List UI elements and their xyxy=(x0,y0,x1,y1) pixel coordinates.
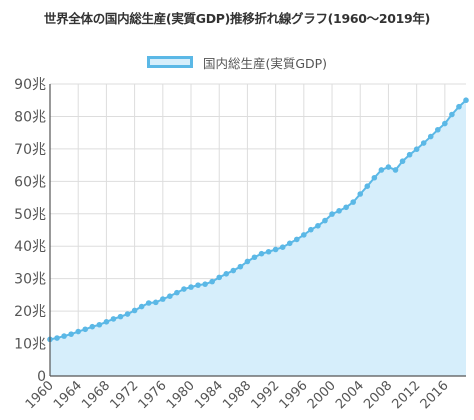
y-tick-label: 10兆 xyxy=(14,337,46,353)
data-point xyxy=(399,158,406,165)
data-point xyxy=(442,120,448,127)
data-point xyxy=(364,183,371,189)
y-tick-label: 50兆 xyxy=(14,207,46,223)
x-tick-label: 1988 xyxy=(220,378,254,412)
y-tick-label: 90兆 xyxy=(14,77,46,93)
data-point xyxy=(145,300,152,306)
data-point xyxy=(174,289,180,296)
data-point xyxy=(427,133,434,140)
x-tick-label: 1964 xyxy=(51,378,85,412)
data-point xyxy=(449,111,455,118)
data-point xyxy=(343,204,349,211)
data-point xyxy=(258,250,265,257)
data-point xyxy=(89,323,96,330)
data-point xyxy=(202,281,208,287)
x-tick-label: 1992 xyxy=(248,378,282,412)
data-point xyxy=(301,232,307,238)
data-point xyxy=(117,313,124,320)
x-tick-label: 1976 xyxy=(136,378,170,412)
data-point xyxy=(315,222,321,229)
x-tick-label: 2000 xyxy=(305,378,339,412)
data-point xyxy=(167,293,173,299)
data-point xyxy=(244,258,251,265)
data-point xyxy=(420,140,427,146)
y-tick-label: 40兆 xyxy=(14,239,46,255)
legend[interactable]: 国内総生産(実質GDP) xyxy=(0,52,474,72)
data-point xyxy=(378,167,385,173)
data-point xyxy=(138,303,145,310)
data-point xyxy=(286,240,293,247)
data-point xyxy=(223,271,230,277)
x-tick-label: 1996 xyxy=(277,378,311,412)
y-tick-label: 20兆 xyxy=(14,304,46,320)
chart-title: 世界全体の国内総生産(実質GDP)推移折れ線グラフ(1960～2019年) xyxy=(43,11,431,26)
x-tick-label: 1984 xyxy=(192,378,226,412)
data-point xyxy=(322,217,328,224)
legend-swatch xyxy=(146,56,193,68)
data-point xyxy=(181,286,187,292)
y-tick-label: 0 xyxy=(37,369,46,385)
data-point xyxy=(216,274,223,281)
legend-label: 国内総生産(実質GDP) xyxy=(202,55,328,71)
data-point xyxy=(230,267,237,274)
data-point xyxy=(371,174,378,181)
x-tick-label: 1972 xyxy=(107,378,141,412)
data-point xyxy=(152,299,159,306)
data-point xyxy=(463,97,469,104)
data-point xyxy=(96,321,103,328)
data-point xyxy=(237,263,244,270)
data-point xyxy=(385,164,392,170)
data-point xyxy=(272,246,279,253)
data-point xyxy=(392,167,399,173)
x-tick-label: 1968 xyxy=(79,378,113,412)
data-point xyxy=(103,319,110,325)
data-point xyxy=(195,282,201,288)
y-tick-label: 30兆 xyxy=(14,272,46,288)
x-tick-label: 2016 xyxy=(418,378,452,412)
y-tick-label: 70兆 xyxy=(14,142,46,158)
x-tick-label: 1960 xyxy=(23,378,57,412)
x-tick-label: 2012 xyxy=(389,378,423,412)
data-point xyxy=(329,211,335,217)
data-point xyxy=(82,326,89,333)
data-point xyxy=(350,199,356,205)
data-point xyxy=(435,126,441,133)
x-tick-label: 1980 xyxy=(164,378,198,412)
data-point xyxy=(131,307,138,314)
x-tick-label: 2008 xyxy=(361,378,395,412)
data-point xyxy=(406,151,413,158)
data-point xyxy=(336,208,342,214)
series-area xyxy=(50,100,466,376)
data-point xyxy=(54,335,60,341)
data-point xyxy=(110,316,117,322)
data-point xyxy=(279,244,286,250)
data-point xyxy=(61,333,67,339)
data-point xyxy=(456,103,462,110)
data-point xyxy=(124,311,131,317)
data-point xyxy=(293,236,300,243)
y-tick-label: 60兆 xyxy=(14,174,46,190)
x-tick-label: 2004 xyxy=(333,378,367,412)
data-point xyxy=(251,254,258,261)
data-point xyxy=(68,331,74,337)
data-point xyxy=(188,284,194,290)
y-tick-label: 80兆 xyxy=(14,109,46,125)
data-point xyxy=(413,146,420,153)
data-point xyxy=(265,248,272,255)
data-point xyxy=(209,278,215,285)
data-point xyxy=(308,226,314,233)
data-point xyxy=(75,328,81,335)
data-point xyxy=(357,191,364,197)
data-point xyxy=(160,296,166,302)
